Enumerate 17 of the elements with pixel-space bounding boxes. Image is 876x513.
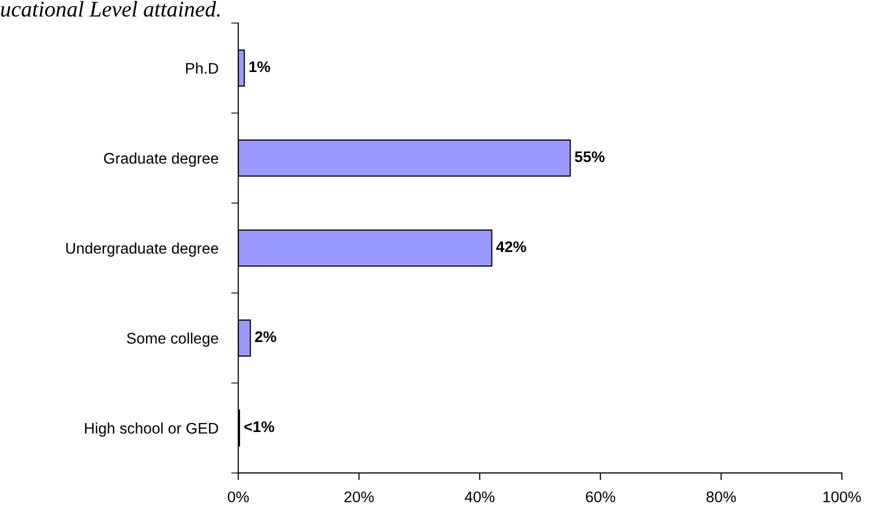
x-tick-label: 40% [464, 491, 494, 502]
y-tick-label: High school or GED [85, 422, 218, 437]
data-label: 42% [496, 241, 526, 252]
x-tick-label: 80% [706, 491, 736, 502]
x-tick-label: 60% [586, 491, 616, 502]
x-tick-label: 20% [344, 491, 374, 502]
chart-title: ucational Level attained. [1, 1, 220, 17]
x-tick-label: 0% [228, 491, 249, 502]
y-tick-label: Some college [126, 332, 218, 347]
y-tick-label: Graduate degree [104, 152, 218, 167]
data-label: 1% [249, 61, 270, 72]
x-tick-label: 100% [823, 491, 861, 502]
y-tick-label: Ph.D [186, 62, 218, 74]
y-tick-label: Undergraduate degree [66, 242, 218, 257]
data-label: 2% [255, 331, 276, 342]
data-label: <1% [244, 421, 274, 432]
data-label: 55% [574, 151, 605, 162]
